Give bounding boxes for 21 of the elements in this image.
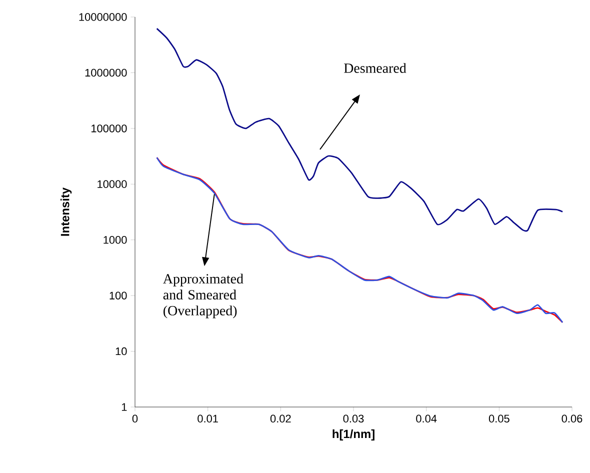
x-tick-label: 0.01 (198, 414, 218, 423)
y-tick-label: 1000000 (85, 68, 127, 77)
line-series (156, 156, 564, 324)
annotation: Approximated and Smeared (Overlapped) (163, 274, 244, 318)
y-tick-label: 1 (122, 403, 127, 411)
x-tick-label: 0.05 (488, 414, 510, 423)
y-tick-label: 10000000 (79, 13, 127, 21)
x-tick-label: 0.06 (562, 414, 582, 423)
y-axis-title: Intensity (60, 187, 72, 236)
annotation: Desmeared (344, 63, 406, 73)
y-tick-label: 100000 (91, 124, 127, 132)
y-tick-label: 1000 (104, 236, 127, 244)
y-tick-label: 10 (116, 347, 127, 356)
x-tick-label: 0.02 (270, 414, 291, 423)
line-series (156, 28, 564, 232)
y-tick-label: 100 (110, 292, 127, 300)
x-axis-title: h[1/nm] (332, 429, 374, 441)
x-tick-label: 0.04 (416, 414, 437, 423)
y-tick-label: 10000 (98, 180, 127, 188)
x-tick-label: 0 (132, 414, 138, 423)
x-tick-label: 0.03 (343, 414, 364, 423)
